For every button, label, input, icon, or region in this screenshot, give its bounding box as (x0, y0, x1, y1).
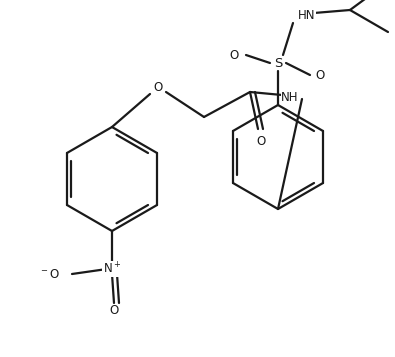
Text: O: O (153, 80, 163, 94)
Text: O: O (109, 305, 118, 317)
Text: HN: HN (298, 9, 316, 21)
Text: O: O (256, 135, 265, 147)
Text: O: O (315, 69, 325, 81)
Text: O: O (229, 49, 239, 61)
Text: S: S (274, 56, 282, 70)
Text: NH: NH (281, 91, 299, 104)
Text: $^-$O: $^-$O (39, 267, 60, 281)
Text: N$^+$: N$^+$ (103, 261, 121, 277)
